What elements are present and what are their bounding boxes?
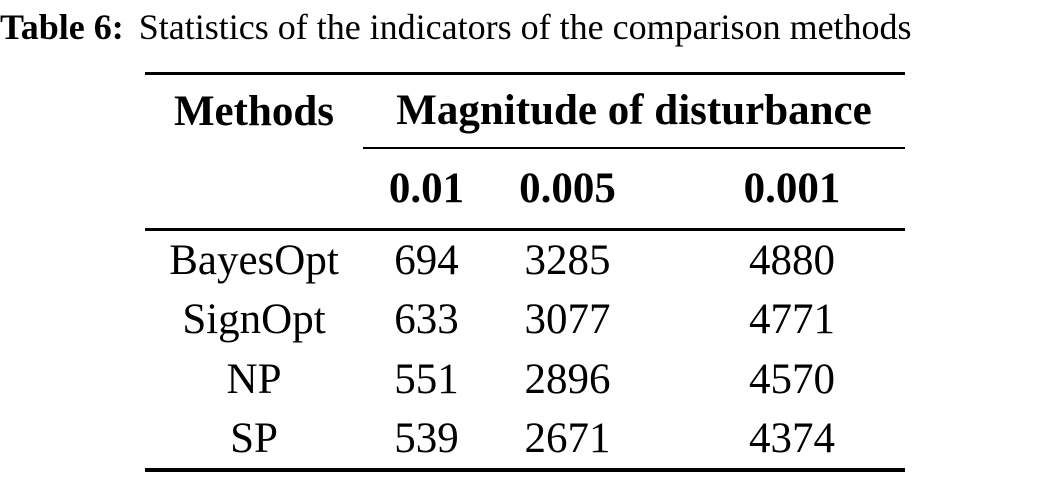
method-cell: BayesOpt: [169, 236, 339, 284]
method-cell: SP: [230, 415, 278, 462]
method-cell: NP: [226, 356, 282, 403]
value-cell: 3077: [524, 296, 611, 343]
value-cell: 2671: [524, 415, 611, 462]
value-cell: 4771: [749, 296, 835, 343]
comparison-table: Methods Magnitude of disturbance 0.01 0.…: [145, 72, 906, 472]
value-cell: 4570: [749, 356, 835, 403]
value-cell: 551: [394, 356, 459, 403]
caption-text: Statistics of the indicators of the comp…: [138, 7, 912, 47]
table-row-np: NP 551 2896 4570: [145, 350, 905, 410]
table-row-signopt: SignOpt 633 3077 4771: [145, 290, 905, 350]
value-cell: 633: [394, 296, 459, 343]
sub-header-row: 0.01 0.005 0.001: [145, 147, 906, 231]
col-header-methods: Methods: [173, 87, 335, 135]
value-cell: 3285: [524, 236, 611, 284]
caption-label: Table 6:: [0, 7, 124, 47]
table-header: Methods Magnitude of disturbance 0.01 0.…: [145, 73, 906, 231]
group-header-row: Methods Magnitude of disturbance: [145, 73, 906, 149]
value-cell: 4880: [749, 236, 835, 284]
table-caption: Table 6: Statistics of the indicators of …: [0, 2, 1048, 52]
sub-header-001: 0.01: [363, 147, 490, 231]
group-header-magnitude: Magnitude of disturbance: [363, 73, 906, 149]
value-cell: 694: [394, 236, 459, 284]
sub-header-0001: 0.001: [645, 147, 906, 231]
table-body: BayesOpt 694 3285 4880 SignOpt 633 3077 …: [145, 230, 905, 470]
value-cell: 2896: [524, 356, 611, 403]
value-cell: 539: [394, 415, 459, 462]
table-row-sp: SP 539 2671 4374: [145, 410, 905, 470]
table-row-bayesopt: BayesOpt 694 3285 4880: [145, 230, 905, 290]
sub-header-0005: 0.005: [490, 147, 645, 231]
method-cell: SignOpt: [182, 296, 326, 343]
value-cell: 4374: [749, 415, 835, 462]
sub-header-empty: [145, 147, 363, 231]
